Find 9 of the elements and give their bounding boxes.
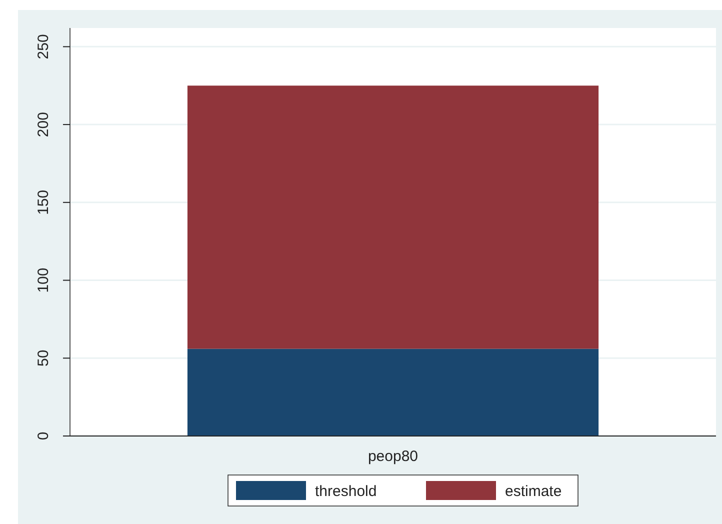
y-tick-label: 250 bbox=[35, 34, 52, 60]
y-tick-label: 150 bbox=[35, 190, 52, 215]
legend-label: threshold bbox=[315, 483, 377, 500]
legend-label: estimate bbox=[505, 483, 562, 500]
y-tick-label: 200 bbox=[35, 112, 52, 138]
y-tick-label: 50 bbox=[35, 350, 52, 366]
y-tick-label: 100 bbox=[35, 268, 52, 293]
y-tick-label: 0 bbox=[35, 432, 52, 440]
x-tick-label: peop80 bbox=[368, 448, 418, 465]
